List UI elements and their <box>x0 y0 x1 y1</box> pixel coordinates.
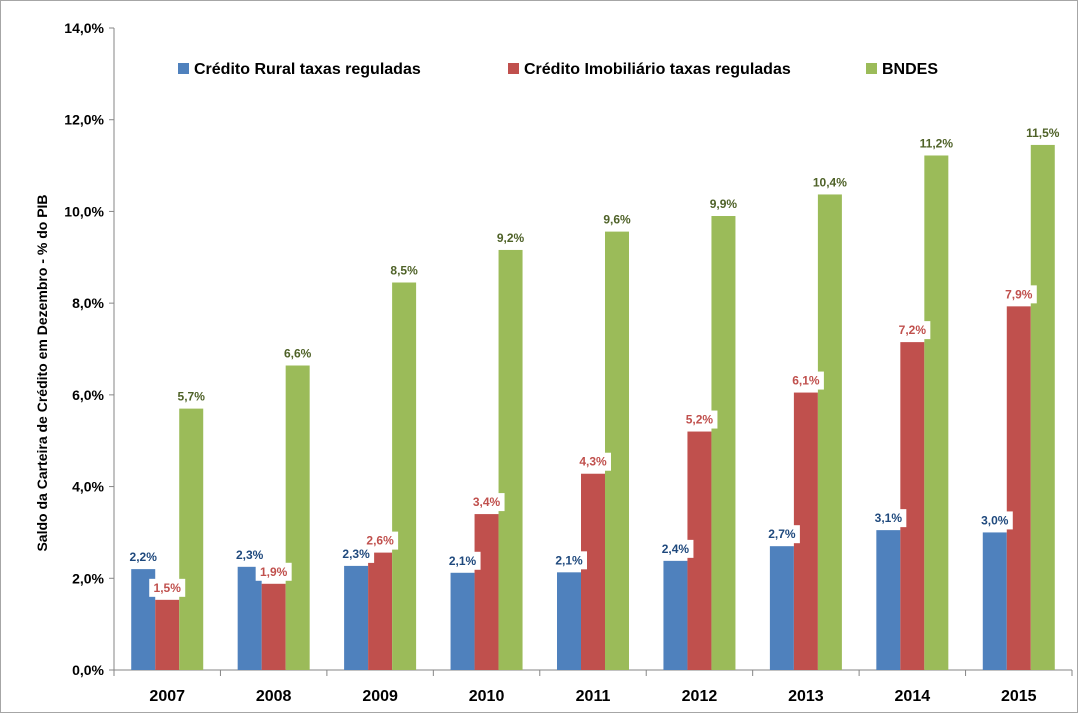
data-label: 6,6% <box>284 347 312 361</box>
data-label-bg <box>149 578 186 597</box>
legend-label: Crédito Imobiliário taxas reguladas <box>524 61 791 78</box>
y-tick-label: 4,0% <box>72 479 104 495</box>
bar <box>392 282 417 670</box>
bar <box>474 514 499 670</box>
bar <box>1030 144 1055 670</box>
data-label-bg <box>657 539 694 558</box>
bars <box>131 144 1055 671</box>
x-tick-label: 2014 <box>895 688 931 705</box>
x-tick-label: 2012 <box>682 688 718 705</box>
x-tick-label: 2013 <box>788 688 824 705</box>
bar <box>344 565 369 670</box>
x-tick-label: 2008 <box>256 688 292 705</box>
y-tick-label: 0,0% <box>72 662 104 678</box>
data-label: 2,1% <box>555 553 583 567</box>
data-label-bg <box>787 371 824 390</box>
x-tick-label: 2010 <box>469 688 505 705</box>
data-label-bg <box>1000 285 1037 304</box>
data-label-bg <box>551 551 587 570</box>
data-label: 5,7% <box>178 390 206 404</box>
data-label: 2,3% <box>342 547 370 561</box>
bar <box>982 532 1007 670</box>
bar <box>769 546 794 670</box>
data-label-bg <box>362 531 399 550</box>
bar <box>663 560 688 670</box>
data-label-bg <box>468 493 505 512</box>
data-label-bg <box>575 452 611 471</box>
data-label: 7,2% <box>899 323 927 337</box>
legend-label: Crédito Rural taxas reguladas <box>194 61 421 78</box>
legend-label: BNDES <box>882 61 938 78</box>
y-tick-label: 8,0% <box>72 295 104 311</box>
data-label: 10,4% <box>813 175 847 189</box>
bar <box>605 231 629 670</box>
y-tick-label: 2,0% <box>72 570 104 586</box>
x-tick-label: 2011 <box>576 688 611 705</box>
bar <box>179 408 204 670</box>
bar <box>557 572 581 670</box>
bar <box>368 552 393 670</box>
bar <box>900 342 925 670</box>
axes: 0,0% 2,0% 4,0% 6,0% 8,0% 10,0% 12,0% 14,0% 2007 2… <box>64 20 1073 705</box>
data-label-bg <box>976 511 1013 530</box>
data-label-bg <box>125 548 162 567</box>
bar <box>876 530 901 670</box>
data-label: 5,2% <box>686 413 714 427</box>
bar <box>498 249 523 670</box>
data-label: 9,6% <box>603 213 631 227</box>
y-tick-label: 6,0% <box>72 387 104 403</box>
data-label: 2,3% <box>236 548 264 562</box>
data-label: 8,5% <box>390 264 418 278</box>
data-label: 6,1% <box>792 374 820 388</box>
bar <box>261 583 286 670</box>
data-label-bg <box>870 509 907 528</box>
bar <box>817 194 842 670</box>
y-tick-label: 14,0% <box>64 20 104 36</box>
y-axis-title: Saldo da Carteira de Crédito em Dezembro… <box>34 194 50 551</box>
data-label-bg <box>681 410 718 429</box>
bar <box>581 473 605 670</box>
data-label: 4,3% <box>579 455 607 469</box>
data-label: 11,5% <box>1026 126 1060 140</box>
bar <box>924 155 949 671</box>
data-label: 9,9% <box>710 197 738 211</box>
data-label: 7,9% <box>1005 287 1033 301</box>
data-label: 3,0% <box>981 513 1009 527</box>
x-tick-label: 2015 <box>1001 688 1037 705</box>
data-label: 1,5% <box>154 581 182 595</box>
y-tick-label: 10,0% <box>64 203 104 219</box>
bar <box>237 566 262 670</box>
x-tick-label: 2007 <box>149 688 185 705</box>
legend: Crédito Rural taxas reguladas Crédito Imo… <box>178 61 938 78</box>
bar <box>155 599 180 670</box>
data-label: 2,1% <box>449 554 477 568</box>
data-label-bg <box>231 545 268 564</box>
legend-swatch <box>866 63 877 74</box>
data-label-bg <box>763 525 800 544</box>
data-label: 3,1% <box>875 511 903 525</box>
bar <box>285 365 310 670</box>
data-label: 2,6% <box>366 534 394 548</box>
data-label: 3,4% <box>473 495 501 509</box>
data-label-bg <box>255 562 292 581</box>
data-label: 2,2% <box>130 550 158 564</box>
x-tick-label: 2009 <box>362 688 398 705</box>
data-label: 9,2% <box>497 231 525 245</box>
data-label: 2,4% <box>662 542 690 556</box>
bar <box>711 216 736 670</box>
legend-swatch <box>508 63 519 74</box>
data-label: 2,7% <box>768 527 796 541</box>
data-label: 11,2% <box>920 136 954 150</box>
data-label-bg <box>894 321 931 340</box>
data-label-bg <box>444 551 481 570</box>
legend-swatch <box>178 63 189 74</box>
bar <box>1006 306 1031 670</box>
data-label: 1,9% <box>260 565 288 579</box>
bar <box>450 572 475 670</box>
data-labels: 2,2% 2,3% 2,3% 2,1% 2,1% 2,4% 2,7% 3,1% 3,0% 1,5%… <box>125 126 1060 597</box>
y-tick-label: 12,0% <box>64 112 104 128</box>
